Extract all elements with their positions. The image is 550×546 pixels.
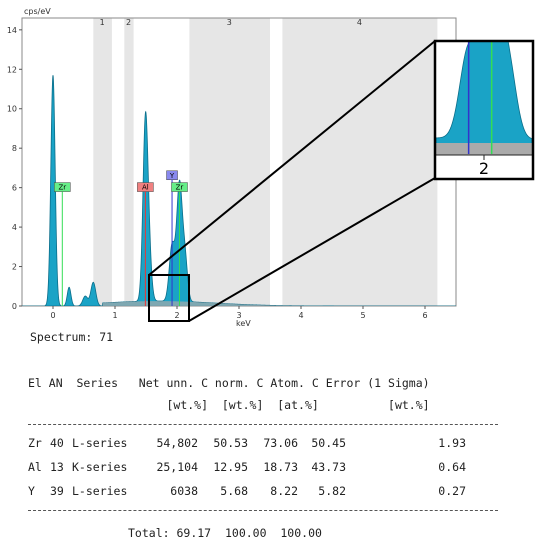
cell-err: 1.93: [438, 436, 466, 450]
total-norm: 100.00: [224, 526, 267, 540]
marker-label-al: Al: [142, 184, 149, 192]
spectrum-value: 71: [99, 330, 114, 344]
cell-an: 40: [50, 436, 64, 450]
zoom-connector-bottom: [188, 177, 436, 322]
cell-el: Y: [28, 484, 35, 498]
x-tick-label: 4: [298, 311, 303, 320]
zoom-inset: 2: [436, 42, 532, 178]
y-axis-label: cps/eV: [24, 7, 51, 16]
total-unn: 69.17: [176, 526, 212, 540]
cell-norm: 8.22: [270, 484, 298, 498]
cell-atom: 43.73: [311, 460, 346, 474]
x-tick-label: 1: [112, 311, 117, 320]
x-tick-label: 0: [50, 311, 55, 320]
inset-tick-label: 2: [479, 159, 489, 178]
y-tick-label: 6: [12, 184, 17, 193]
y-tick-label: 8: [12, 144, 17, 153]
divider-bottom: [28, 510, 498, 511]
y-tick-label: 4: [12, 223, 17, 232]
x-tick-label: 5: [360, 311, 365, 320]
y-tick-label: 0: [12, 302, 17, 311]
y-axis-ticks: 0 2 4 6 8 10 12 14: [7, 26, 22, 311]
cell-err: 0.64: [438, 460, 466, 474]
marker-tag-al: [137, 182, 154, 192]
cell-unn: 12.95: [213, 460, 248, 474]
spectrum-line: Spectrum: 71: [30, 330, 113, 344]
marker-label-y: Y: [169, 172, 175, 180]
spectrum-label: Spectrum:: [30, 330, 93, 344]
y-tick-label: 14: [7, 26, 17, 35]
total-line: Total: 69.17 100.00 100.00: [128, 526, 322, 540]
marker-tag-zr: [171, 182, 188, 192]
region-label-4: 4: [357, 18, 362, 27]
cell-net: 54,802: [156, 436, 198, 450]
spectrum-area: [22, 75, 456, 306]
cell-el: Al: [28, 460, 42, 474]
x-tick-label: 3: [236, 311, 241, 320]
cell-net: 6038: [170, 484, 198, 498]
x-tick-label: 2: [174, 311, 179, 320]
total-label: Total:: [128, 526, 170, 540]
cell-an: 39: [50, 484, 64, 498]
cell-el: Zr: [28, 436, 42, 450]
inset-frame: [433, 39, 535, 181]
x-axis-ticks: 0 1 2 3 4 5 6: [50, 306, 428, 320]
cell-unn: 50.53: [213, 436, 248, 450]
x-axis-label: keV: [236, 319, 251, 328]
x-tick-label: 6: [422, 311, 427, 320]
y-tick-label: 10: [7, 105, 17, 114]
cell-atom: 5.82: [318, 484, 346, 498]
zoom-connector-top: [148, 40, 436, 276]
cell-norm: 18.73: [263, 460, 298, 474]
region-band-4: [282, 18, 438, 306]
marker-tag-y: [166, 170, 178, 181]
marker-tag-zr: [54, 182, 71, 192]
cell-net: 25,104: [156, 460, 198, 474]
table-header-2: [wt.%] [wt.%] [at.%] [wt.%]: [28, 398, 430, 412]
y-tick-label: 2: [12, 263, 17, 272]
table-header-1: El AN Series Net unn. C norm. C Atom. C …: [28, 376, 430, 390]
total-atom: 100.00: [280, 526, 322, 540]
inset-spectrum-area: [436, 42, 532, 147]
region-label-1: 1: [100, 18, 105, 27]
cell-atom: 50.45: [311, 436, 346, 450]
cell-norm: 73.06: [263, 436, 298, 450]
region-band-2: [124, 18, 134, 306]
zoom-box: [148, 274, 190, 322]
marker-label-zr: Zr: [176, 184, 184, 192]
y-tick-label: 12: [7, 65, 17, 74]
cell-series: L-series: [72, 436, 128, 450]
cell-err: 0.27: [438, 484, 466, 498]
cell-unn: 5.68: [220, 484, 248, 498]
region-bands: [93, 18, 438, 306]
region-band-3: [189, 18, 270, 306]
region-band-1: [93, 18, 112, 306]
cell-series: L-series: [72, 484, 128, 498]
inset-background-band: [436, 143, 532, 155]
cell-an: 13: [50, 460, 64, 474]
region-label-3: 3: [227, 18, 232, 27]
marker-label-zr: Zr: [58, 184, 66, 192]
divider-top: [28, 424, 498, 425]
cell-series: K-series: [72, 460, 128, 474]
region-label-2: 2: [126, 18, 131, 27]
